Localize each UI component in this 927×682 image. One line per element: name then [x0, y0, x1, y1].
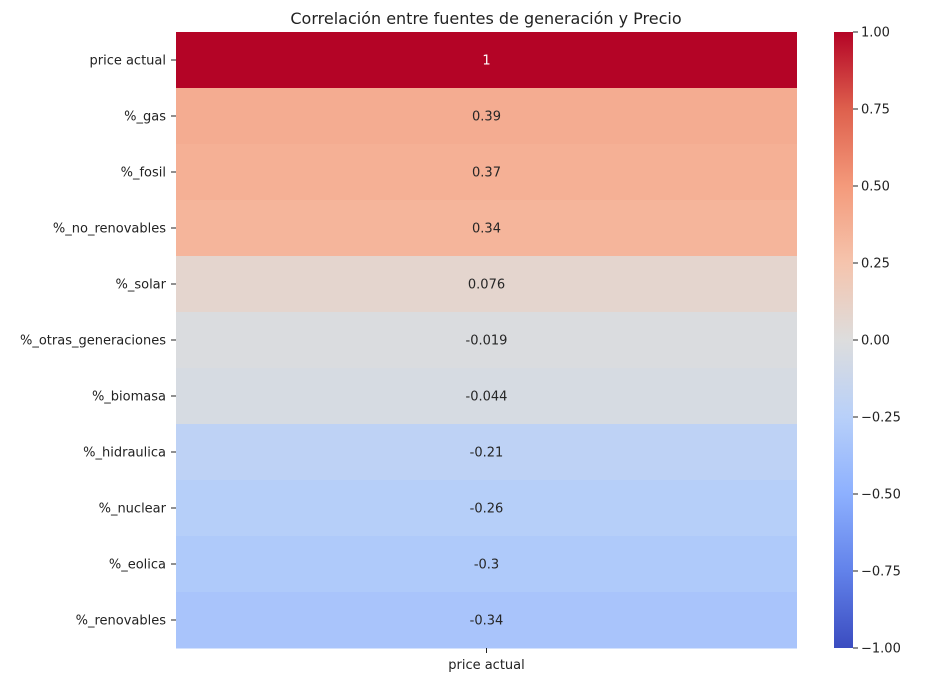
heatmap-cell-fosil: [176, 144, 797, 201]
colorbar-tick-label: 0.50: [861, 180, 890, 195]
row-tick-labels: price actual %_gas %_fosil %_no_renovables%…: [20, 54, 176, 629]
heatmap-cell-gas: [176, 88, 797, 145]
colorbar-tick-label: 0.25: [861, 257, 890, 272]
column-tick-label: price actual: [448, 658, 525, 673]
heatmap-cell-hidraulica: [176, 424, 797, 481]
heatmap-cell-otras-generaciones: [176, 312, 797, 369]
row-tick-label: price actual: [89, 54, 166, 69]
colorbar-gradient: [834, 32, 853, 648]
row-tick-label: %_renovables: [76, 614, 167, 629]
cell-value-label: -0.26: [470, 502, 504, 517]
cell-value-label: -0.3: [474, 558, 499, 573]
cell-value-label: 0.39: [472, 110, 501, 125]
row-tick-label: %_hidraulica: [83, 446, 166, 461]
heatmap-cell-renovables: [176, 592, 797, 649]
colorbar-tick-label: 0.00: [861, 334, 890, 349]
cell-value-label: -0.019: [466, 334, 508, 349]
heatmap-cell-biomasa: [176, 368, 797, 425]
heatmap-cell-nuclear: [176, 480, 797, 537]
cell-value-label: -0.21: [470, 446, 504, 461]
row-tick-label: %_fosil: [121, 166, 166, 181]
colorbar-tick-label: −0.75: [861, 565, 901, 580]
colorbar-tick-label: −1.00: [861, 642, 901, 657]
colorbar-tick-label: 1.00: [861, 26, 890, 41]
row-tick-label: %_biomasa: [92, 390, 166, 405]
heatmap-cell-price-actual: [176, 32, 797, 89]
colorbar-tick-label: −0.50: [861, 488, 901, 503]
row-tick-label: %_gas: [124, 110, 166, 125]
cell-value-label: 0.076: [468, 278, 505, 293]
heatmap-cell-solar: [176, 256, 797, 313]
colorbar-tick-label: −0.25: [861, 411, 901, 426]
heatmap-cell-eolica: [176, 536, 797, 593]
row-tick-label: %_eolica: [109, 558, 166, 573]
cell-value-label: 0.37: [472, 166, 501, 181]
heatmap-cells: 1 0.39 0.37 0.34 0.076 -0.019 -0.044 -0.21 -0.26…: [176, 32, 797, 649]
cell-value-label: 1: [482, 54, 490, 69]
row-tick-label: %_nuclear: [99, 502, 167, 517]
colorbar-tick-label: 0.75: [861, 103, 890, 118]
cell-value-label: 0.34: [472, 222, 501, 237]
row-tick-label: %_solar: [115, 278, 166, 293]
chart-title: Correlación entre fuentes de generación …: [290, 9, 681, 28]
colorbar: 1.00 0.75 0.50 0.25 0.00 −0.25 −0.50 −0.75 −1.00: [834, 26, 901, 657]
heatmap-cell-no-renovables: [176, 200, 797, 257]
row-tick-label: %_no_renovables: [53, 222, 166, 237]
cell-value-label: -0.34: [470, 614, 504, 629]
column-tick-labels: price actual: [448, 648, 525, 673]
cell-value-label: -0.044: [466, 390, 508, 405]
row-tick-label: %_otras_generaciones: [20, 334, 166, 349]
